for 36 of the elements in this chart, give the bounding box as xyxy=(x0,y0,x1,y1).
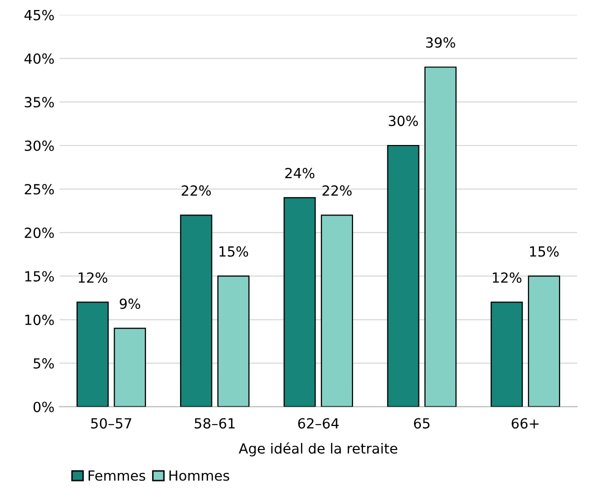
y-tick-label: 30% xyxy=(24,140,54,151)
x-tick-label: 66+ xyxy=(512,418,539,429)
data-label: 22% xyxy=(322,185,352,196)
bar xyxy=(387,144,420,407)
y-tick-label: 25% xyxy=(24,184,54,195)
y-tick-label: 45% xyxy=(24,10,54,20)
y-tick-label: 0% xyxy=(34,402,54,412)
data-label: 15% xyxy=(220,246,248,257)
x-axis-title: Age idéal de la retraite xyxy=(238,442,398,456)
data-label: 30% xyxy=(388,116,418,126)
legend-label: Hommes xyxy=(169,470,230,481)
y-tick-label: 15% xyxy=(25,271,54,282)
bar xyxy=(114,328,146,407)
data-label: 12% xyxy=(492,272,522,283)
bar xyxy=(76,302,109,407)
legend-label: Femmes xyxy=(88,470,146,481)
bar xyxy=(180,214,212,407)
data-label: 9% xyxy=(120,298,140,309)
data-label: 22% xyxy=(182,185,211,196)
bar xyxy=(320,214,354,407)
x-tick-label: 58–61 xyxy=(194,418,235,429)
data-label: 12% xyxy=(78,272,108,283)
x-tick-label: 65 xyxy=(414,418,430,429)
bar xyxy=(424,66,457,407)
x-tick-label: 62–64 xyxy=(298,418,339,429)
data-label: 39% xyxy=(426,37,456,48)
data-label: 15% xyxy=(530,246,559,257)
data-label: 24% xyxy=(285,168,314,178)
y-tick-label: 10% xyxy=(25,314,54,326)
y-tick-label: 35% xyxy=(24,96,54,108)
y-tick-label: 20% xyxy=(24,228,54,238)
x-tick-label: 50–57 xyxy=(91,418,132,429)
y-tick-label: 40% xyxy=(24,53,54,64)
y-tick-label: 5% xyxy=(34,358,54,369)
bar xyxy=(284,197,316,407)
bar xyxy=(217,276,250,407)
